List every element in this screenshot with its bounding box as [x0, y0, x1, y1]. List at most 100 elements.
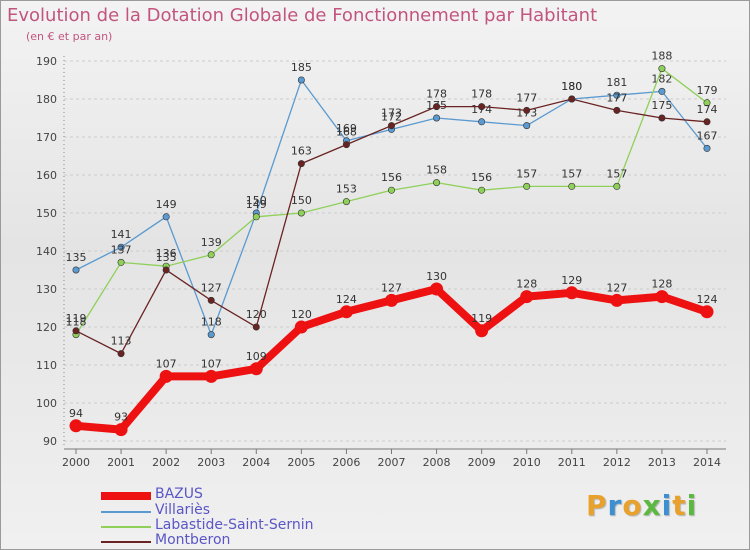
data-point-bazus	[385, 293, 398, 307]
data-point-labastide-saint-sernin	[207, 251, 215, 259]
data-label-montberon: 178	[426, 88, 447, 101]
data-label-villaries: 180	[561, 80, 582, 93]
legend-swatch	[101, 526, 151, 528]
data-point-villaries	[523, 122, 531, 130]
x-tick-label: 2003	[197, 456, 225, 469]
data-label-villaries: 172	[381, 110, 402, 123]
y-tick-label: 140	[36, 245, 57, 258]
data-point-labastide-saint-sernin	[342, 198, 350, 206]
x-tick-label: 2000	[62, 456, 90, 469]
data-point-montberon	[523, 106, 531, 114]
data-point-bazus	[475, 324, 489, 338]
data-point-labastide-saint-sernin	[703, 99, 711, 107]
data-label-montberon: 178	[471, 88, 492, 101]
data-label-villaries: 150	[246, 194, 267, 207]
legend-swatch	[101, 511, 151, 513]
data-point-bazus	[700, 305, 714, 319]
data-point-montberon	[72, 327, 80, 335]
y-tick-label: 110	[36, 359, 57, 372]
data-point-bazus	[114, 423, 128, 437]
data-label-labastide-saint-sernin: 139	[201, 236, 222, 249]
data-label-bazus: 129	[561, 274, 582, 287]
data-point-villaries	[613, 91, 621, 99]
data-label-labastide-saint-sernin: 188	[651, 50, 672, 63]
data-label-labastide-saint-sernin: 118	[66, 316, 87, 329]
data-label-bazus: 128	[516, 278, 537, 291]
y-tick-label: 100	[36, 397, 57, 410]
data-point-villaries	[703, 144, 711, 152]
data-point-labastide-saint-sernin	[117, 258, 125, 266]
data-label-labastide-saint-sernin: 158	[426, 164, 447, 177]
data-point-labastide-saint-sernin	[568, 182, 576, 190]
y-tick-label: 130	[36, 283, 57, 296]
x-tick-label: 2009	[468, 456, 496, 469]
data-point-bazus	[294, 320, 308, 334]
y-tick-label: 120	[36, 321, 57, 334]
data-label-labastide-saint-sernin: 157	[606, 167, 627, 180]
y-tick-label: 160	[36, 169, 57, 182]
data-label-montberon: 119	[66, 312, 87, 325]
legend-label: Montberon	[155, 532, 231, 548]
data-label-montberon: 175	[651, 99, 672, 112]
data-point-bazus	[204, 369, 218, 383]
data-point-montberon	[252, 323, 260, 331]
data-label-montberon: 113	[111, 335, 132, 348]
data-point-montberon	[703, 118, 711, 126]
data-point-montberon	[568, 95, 576, 103]
data-label-labastide-saint-sernin: 150	[291, 194, 312, 207]
data-point-montberon	[117, 350, 125, 358]
proxiti-logo: Proxiti	[586, 489, 698, 522]
x-tick-label: 2010	[513, 456, 541, 469]
data-point-montberon	[297, 160, 305, 168]
data-point-labastide-saint-sernin	[478, 186, 486, 194]
data-point-montberon	[342, 141, 350, 149]
data-label-labastide-saint-sernin: 179	[697, 84, 718, 97]
data-label-montberon: 168	[336, 126, 357, 139]
data-label-villaries: 135	[66, 251, 87, 264]
x-tick-label: 2011	[558, 456, 586, 469]
data-label-villaries: 185	[291, 61, 312, 74]
data-point-labastide-saint-sernin	[658, 65, 666, 73]
data-label-bazus: 107	[156, 357, 177, 370]
x-tick-label: 2004	[242, 456, 270, 469]
data-point-montberon	[478, 103, 486, 111]
legend-label: Villariès	[155, 502, 211, 518]
data-point-labastide-saint-sernin	[433, 179, 441, 187]
data-label-montberon: 135	[156, 251, 177, 264]
data-point-villaries	[117, 243, 125, 251]
data-label-labastide-saint-sernin: 157	[516, 167, 537, 180]
data-label-bazus: 127	[606, 281, 627, 294]
legend-swatch	[101, 541, 151, 543]
data-label-montberon: 177	[606, 91, 627, 104]
data-label-bazus: 120	[291, 308, 312, 321]
data-point-bazus	[655, 290, 669, 304]
data-point-villaries	[207, 331, 215, 339]
data-point-bazus	[159, 369, 173, 383]
data-label-bazus: 109	[246, 350, 267, 363]
data-label-montberon: 180	[561, 80, 582, 93]
data-label-villaries: 169	[336, 122, 357, 135]
data-point-labastide-saint-sernin	[297, 209, 305, 217]
x-tick-label: 2008	[423, 456, 451, 469]
x-tick-label: 2013	[648, 456, 676, 469]
data-label-bazus: 107	[201, 357, 222, 370]
x-tick-label: 2005	[287, 456, 315, 469]
data-point-villaries	[162, 213, 170, 221]
data-label-bazus: 124	[336, 293, 357, 306]
data-point-villaries	[433, 114, 441, 122]
data-label-montberon: 173	[381, 107, 402, 120]
data-point-montberon	[387, 122, 395, 130]
legend-label: BAZUS	[155, 486, 203, 502]
x-tick-label: 2012	[603, 456, 631, 469]
data-point-montberon	[433, 103, 441, 111]
data-label-labastide-saint-sernin: 149	[246, 198, 267, 211]
y-tick-label: 190	[36, 55, 57, 68]
data-point-montberon	[613, 106, 621, 114]
data-point-bazus	[339, 305, 353, 319]
data-label-labastide-saint-sernin: 137	[111, 243, 132, 256]
chart-subtitle: (en € et par an)	[26, 30, 113, 43]
data-label-villaries: 118	[201, 316, 222, 329]
data-point-labastide-saint-sernin	[387, 186, 395, 194]
data-point-bazus	[565, 286, 579, 300]
